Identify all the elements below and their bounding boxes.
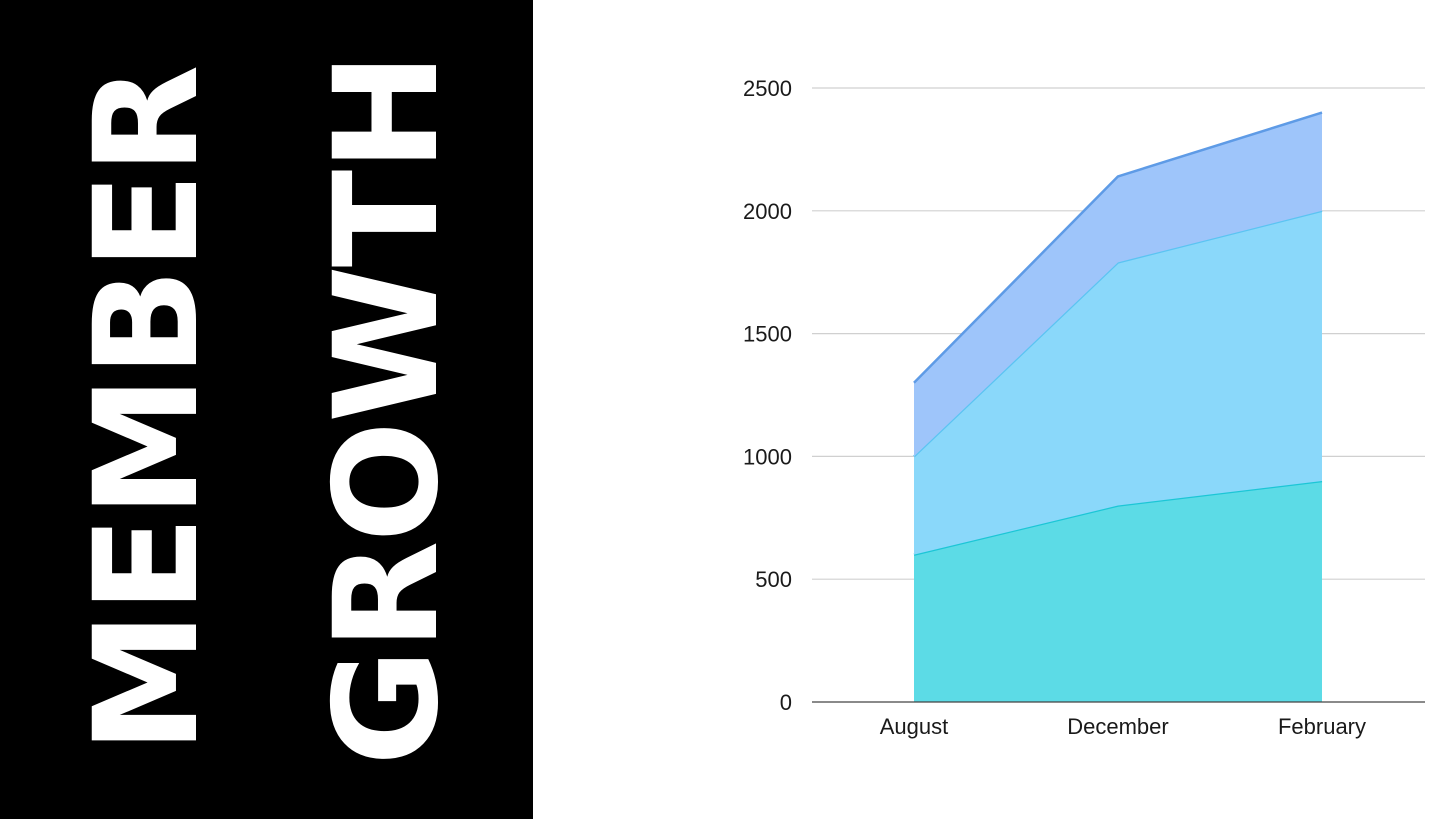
series-2-area	[914, 210, 1322, 555]
y-tick-label-2000: 2000	[743, 199, 792, 224]
y-tick-label-1000: 1000	[743, 444, 792, 469]
series-3-area	[914, 112, 1322, 457]
x-tick-label-december: December	[1067, 714, 1168, 739]
tick-labels: 0 500 1000 1500 2000 2500 August December Februa…	[743, 76, 1366, 739]
white-strip	[533, 0, 688, 819]
series-3-line	[913, 111, 1323, 384]
y-tick-label-2500: 2500	[743, 76, 792, 101]
x-tick-label-august: August	[880, 714, 949, 739]
areas	[913, 111, 1323, 702]
y-tick-label-1500: 1500	[743, 322, 792, 347]
y-tick-label-500: 500	[755, 567, 792, 592]
y-tick-label-0: 0	[780, 690, 792, 715]
x-tick-label-february: February	[1278, 714, 1366, 739]
series-1-area	[914, 480, 1322, 702]
title-panel: MEMBER GROWTH	[0, 0, 533, 819]
